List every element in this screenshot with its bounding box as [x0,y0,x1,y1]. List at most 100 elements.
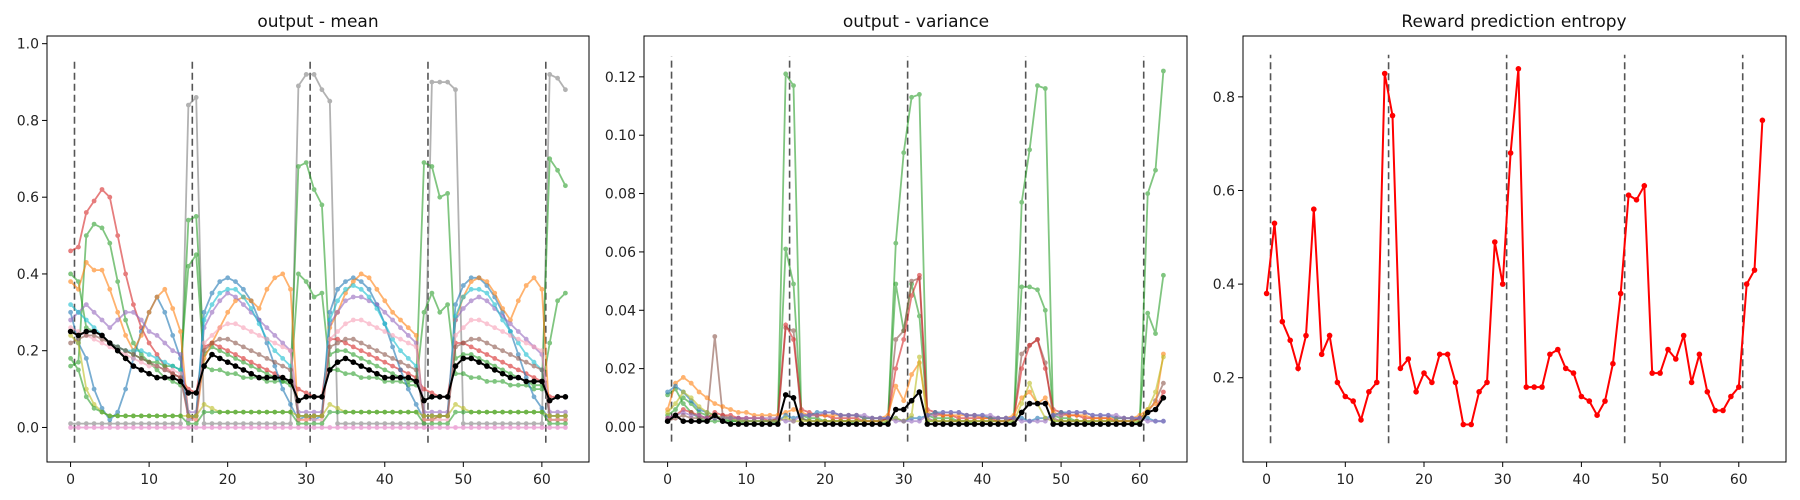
data-point [1153,331,1158,336]
data-point [350,317,356,323]
data-point [107,286,113,292]
data-point [123,333,128,338]
data-point [1145,191,1151,197]
data-point [508,371,513,377]
data-point [91,386,97,392]
data-point [358,317,364,323]
data-point [508,317,513,323]
data-point [374,363,380,369]
data-point [1137,421,1143,427]
data-point [563,290,568,296]
data-point [162,421,168,426]
data-point [99,421,105,426]
data-point [484,352,490,357]
data-point [1507,150,1514,156]
data-point [500,348,505,354]
data-point [515,356,521,361]
series-line [667,411,1164,423]
data-point [138,352,144,357]
data-point [1665,346,1671,353]
data-point [311,417,317,423]
data-point [287,378,294,385]
data-point [429,79,435,85]
data-point [225,275,231,281]
data-point [279,374,286,381]
series-1 [68,156,568,388]
data-point [909,372,914,377]
data-point [256,352,262,357]
data-point [468,355,475,362]
data-point [1704,389,1711,395]
data-point [398,425,403,430]
data-point [1066,421,1072,427]
data-point [515,421,521,426]
data-point [468,425,474,430]
data-point [500,425,505,430]
data-point [555,421,560,426]
data-point [1743,281,1750,287]
data-point [186,421,191,426]
data-point [1153,167,1158,173]
data-point [1287,337,1293,344]
series-line [69,357,566,425]
data-point [445,425,450,430]
data-point [1042,395,1048,401]
data-point [178,352,183,357]
data-point [311,425,317,430]
data-point [398,367,403,373]
data-point [790,395,797,401]
data-point [830,421,836,427]
data-point [343,340,348,346]
data-point [492,344,498,350]
data-point [1098,412,1103,418]
x-tick-label: 20 [816,472,834,488]
data-point [555,425,560,430]
data-point [225,425,231,430]
data-point [845,421,852,427]
data-point [296,83,301,89]
x-tick-label: 50 [1052,472,1070,488]
data-point [76,336,81,342]
data-point [1113,421,1119,427]
data-point [256,333,262,338]
data-point [1405,356,1412,362]
data-point [334,359,341,366]
data-point [476,275,482,281]
data-point [531,409,537,415]
data-point [531,382,537,388]
data-point [964,412,970,418]
data-point [562,394,569,400]
data-point [319,290,325,296]
data-point [437,79,443,85]
data-point [256,363,262,369]
data-point [995,421,1001,427]
data-point [358,425,364,430]
data-point [413,421,419,426]
data-point [791,281,796,287]
data-point [264,371,270,377]
data-point [123,348,128,354]
data-point [350,409,356,415]
data-point [814,412,820,418]
data-point [217,409,223,415]
data-point [429,425,435,430]
data-point [523,340,529,346]
data-point [468,298,474,304]
data-point [107,417,113,423]
data-point [476,425,482,430]
data-point [437,425,443,430]
data-point [186,102,191,108]
data-point [491,367,498,373]
data-point [350,359,357,366]
data-point [940,410,946,415]
data-point [303,394,310,400]
data-point [209,367,215,373]
data-point [719,418,726,425]
data-point [178,413,183,419]
data-point [1673,356,1679,362]
data-point [1027,284,1032,290]
data-point [350,371,356,377]
data-point [343,298,348,304]
data-point [798,421,805,427]
data-point [123,317,128,323]
